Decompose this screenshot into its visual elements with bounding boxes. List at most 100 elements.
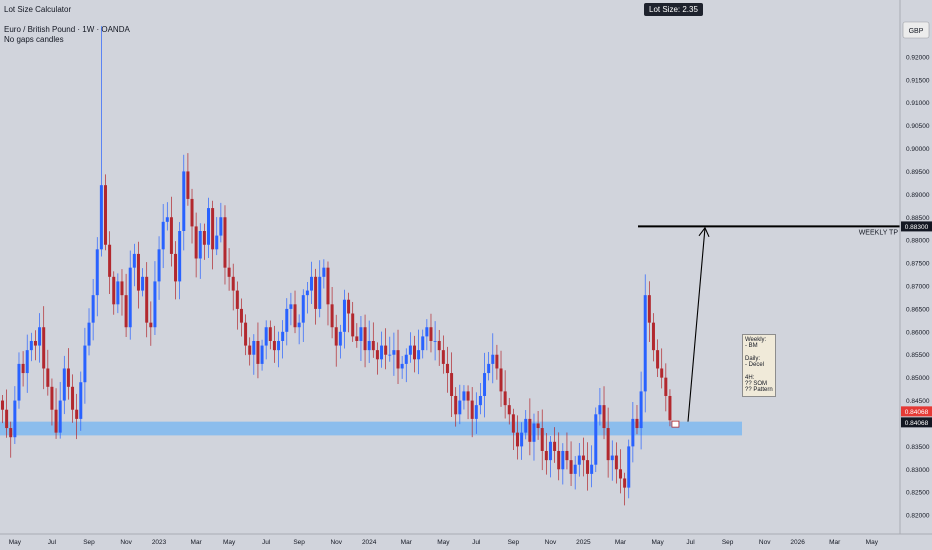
candle-body[interactable] [445, 363, 449, 374]
candle-body[interactable] [347, 299, 351, 314]
candle-body[interactable] [277, 340, 281, 351]
support-zone[interactable] [0, 421, 742, 436]
candle-body[interactable] [470, 400, 474, 419]
candle-body[interactable] [635, 418, 639, 429]
candle-body[interactable] [248, 345, 252, 355]
currency-button[interactable] [902, 21, 930, 39]
candle-body[interactable] [182, 171, 186, 231]
candle-body[interactable] [540, 428, 544, 451]
candle-body[interactable] [363, 327, 367, 351]
candle-body[interactable] [62, 368, 66, 401]
candle-body[interactable] [408, 345, 412, 355]
candle-body[interactable] [647, 295, 651, 323]
candle-body[interactable] [606, 428, 610, 461]
candle-body[interactable] [557, 450, 561, 470]
candle-body[interactable] [297, 322, 301, 328]
projection-arrow[interactable] [687, 227, 706, 422]
candle-body[interactable] [400, 363, 404, 369]
candle-body[interactable] [561, 450, 565, 470]
candle-body[interactable] [174, 253, 178, 282]
candle-body[interactable] [42, 327, 46, 369]
candle-body[interactable] [614, 455, 618, 470]
candle-body[interactable] [120, 281, 124, 296]
candle-body[interactable] [338, 331, 342, 346]
candle-body[interactable] [441, 350, 445, 364]
candle-body[interactable] [429, 327, 433, 341]
candle-body[interactable] [478, 395, 482, 406]
candle-body[interactable] [25, 350, 29, 374]
candle-body[interactable] [272, 340, 276, 351]
candle-body[interactable] [310, 276, 313, 291]
candle-body[interactable] [29, 340, 33, 351]
candle-body[interactable] [124, 295, 128, 328]
candle-body[interactable] [602, 405, 606, 429]
candle-body[interactable] [437, 340, 441, 351]
candle-body[interactable] [413, 345, 416, 360]
candle-body[interactable] [581, 455, 585, 461]
candle-body[interactable] [219, 217, 223, 236]
candle-body[interactable] [190, 198, 194, 227]
candle-body[interactable] [178, 230, 182, 282]
candle-body[interactable] [462, 391, 466, 401]
candle-body[interactable] [268, 327, 272, 341]
candle-body[interactable] [211, 208, 215, 250]
candle-body[interactable] [75, 409, 79, 419]
candle-body[interactable] [623, 478, 627, 488]
candle-body[interactable] [169, 217, 173, 254]
candle-body[interactable] [83, 345, 87, 383]
plot-area[interactable] [0, 0, 900, 534]
candle-body[interactable] [466, 391, 470, 401]
candle-body[interactable] [202, 230, 206, 245]
candle-body[interactable] [326, 267, 330, 305]
candle-body[interactable] [207, 208, 210, 245]
candle-body[interactable] [367, 340, 371, 351]
candle-body[interactable] [87, 322, 91, 346]
candle-body[interactable] [433, 340, 437, 342]
candle-body[interactable] [664, 377, 668, 396]
candle-body[interactable] [619, 469, 622, 479]
candle-body[interactable] [627, 446, 631, 488]
candle-body[interactable] [569, 460, 573, 474]
candle-body[interactable] [231, 276, 235, 291]
candle-body[interactable] [17, 363, 21, 401]
candle-body[interactable] [21, 363, 25, 374]
lot-size-calculator-label[interactable]: Lot Size Calculator [4, 5, 72, 14]
candle-body[interactable] [668, 395, 672, 421]
candle-body[interactable] [301, 295, 305, 323]
candle-body[interactable] [631, 418, 635, 447]
candle-body[interactable] [565, 450, 569, 461]
candle-body[interactable] [643, 295, 647, 392]
candle-body[interactable] [404, 354, 408, 364]
candle-body[interactable] [495, 354, 499, 369]
candle-body[interactable] [330, 304, 334, 328]
candle-body[interactable] [548, 441, 552, 461]
candle-body[interactable] [450, 373, 454, 396]
candle-body[interactable] [553, 441, 557, 451]
candle-body[interactable] [528, 418, 532, 442]
candle-body[interactable] [351, 313, 355, 337]
candle-body[interactable] [112, 276, 116, 305]
candle-body[interactable] [260, 345, 264, 364]
candle-body[interactable] [417, 350, 421, 360]
candle-body[interactable] [198, 230, 202, 259]
candle-body[interactable] [536, 423, 540, 429]
candle-body[interactable] [244, 322, 248, 346]
candle-body[interactable] [516, 432, 519, 447]
candle-body[interactable] [458, 400, 462, 415]
candle-body[interactable] [157, 249, 161, 282]
candle-body[interactable] [5, 409, 9, 429]
candle-body[interactable] [594, 414, 598, 465]
candle-body[interactable] [474, 405, 478, 419]
candle-body[interactable] [507, 405, 511, 415]
candle-body[interactable] [38, 327, 42, 346]
candle-body[interactable] [499, 368, 503, 392]
candle-body[interactable] [532, 423, 536, 442]
candle-body[interactable] [598, 405, 602, 415]
candle-body[interactable] [149, 322, 153, 328]
analysis-note[interactable]: Weekly: - BM Daily: - Decel 4H:?? SOM?? Patt… [742, 334, 776, 397]
candle-body[interactable] [483, 373, 487, 396]
candle-body[interactable] [108, 244, 112, 277]
candle-body[interactable] [223, 217, 227, 268]
candle-body[interactable] [58, 400, 62, 433]
